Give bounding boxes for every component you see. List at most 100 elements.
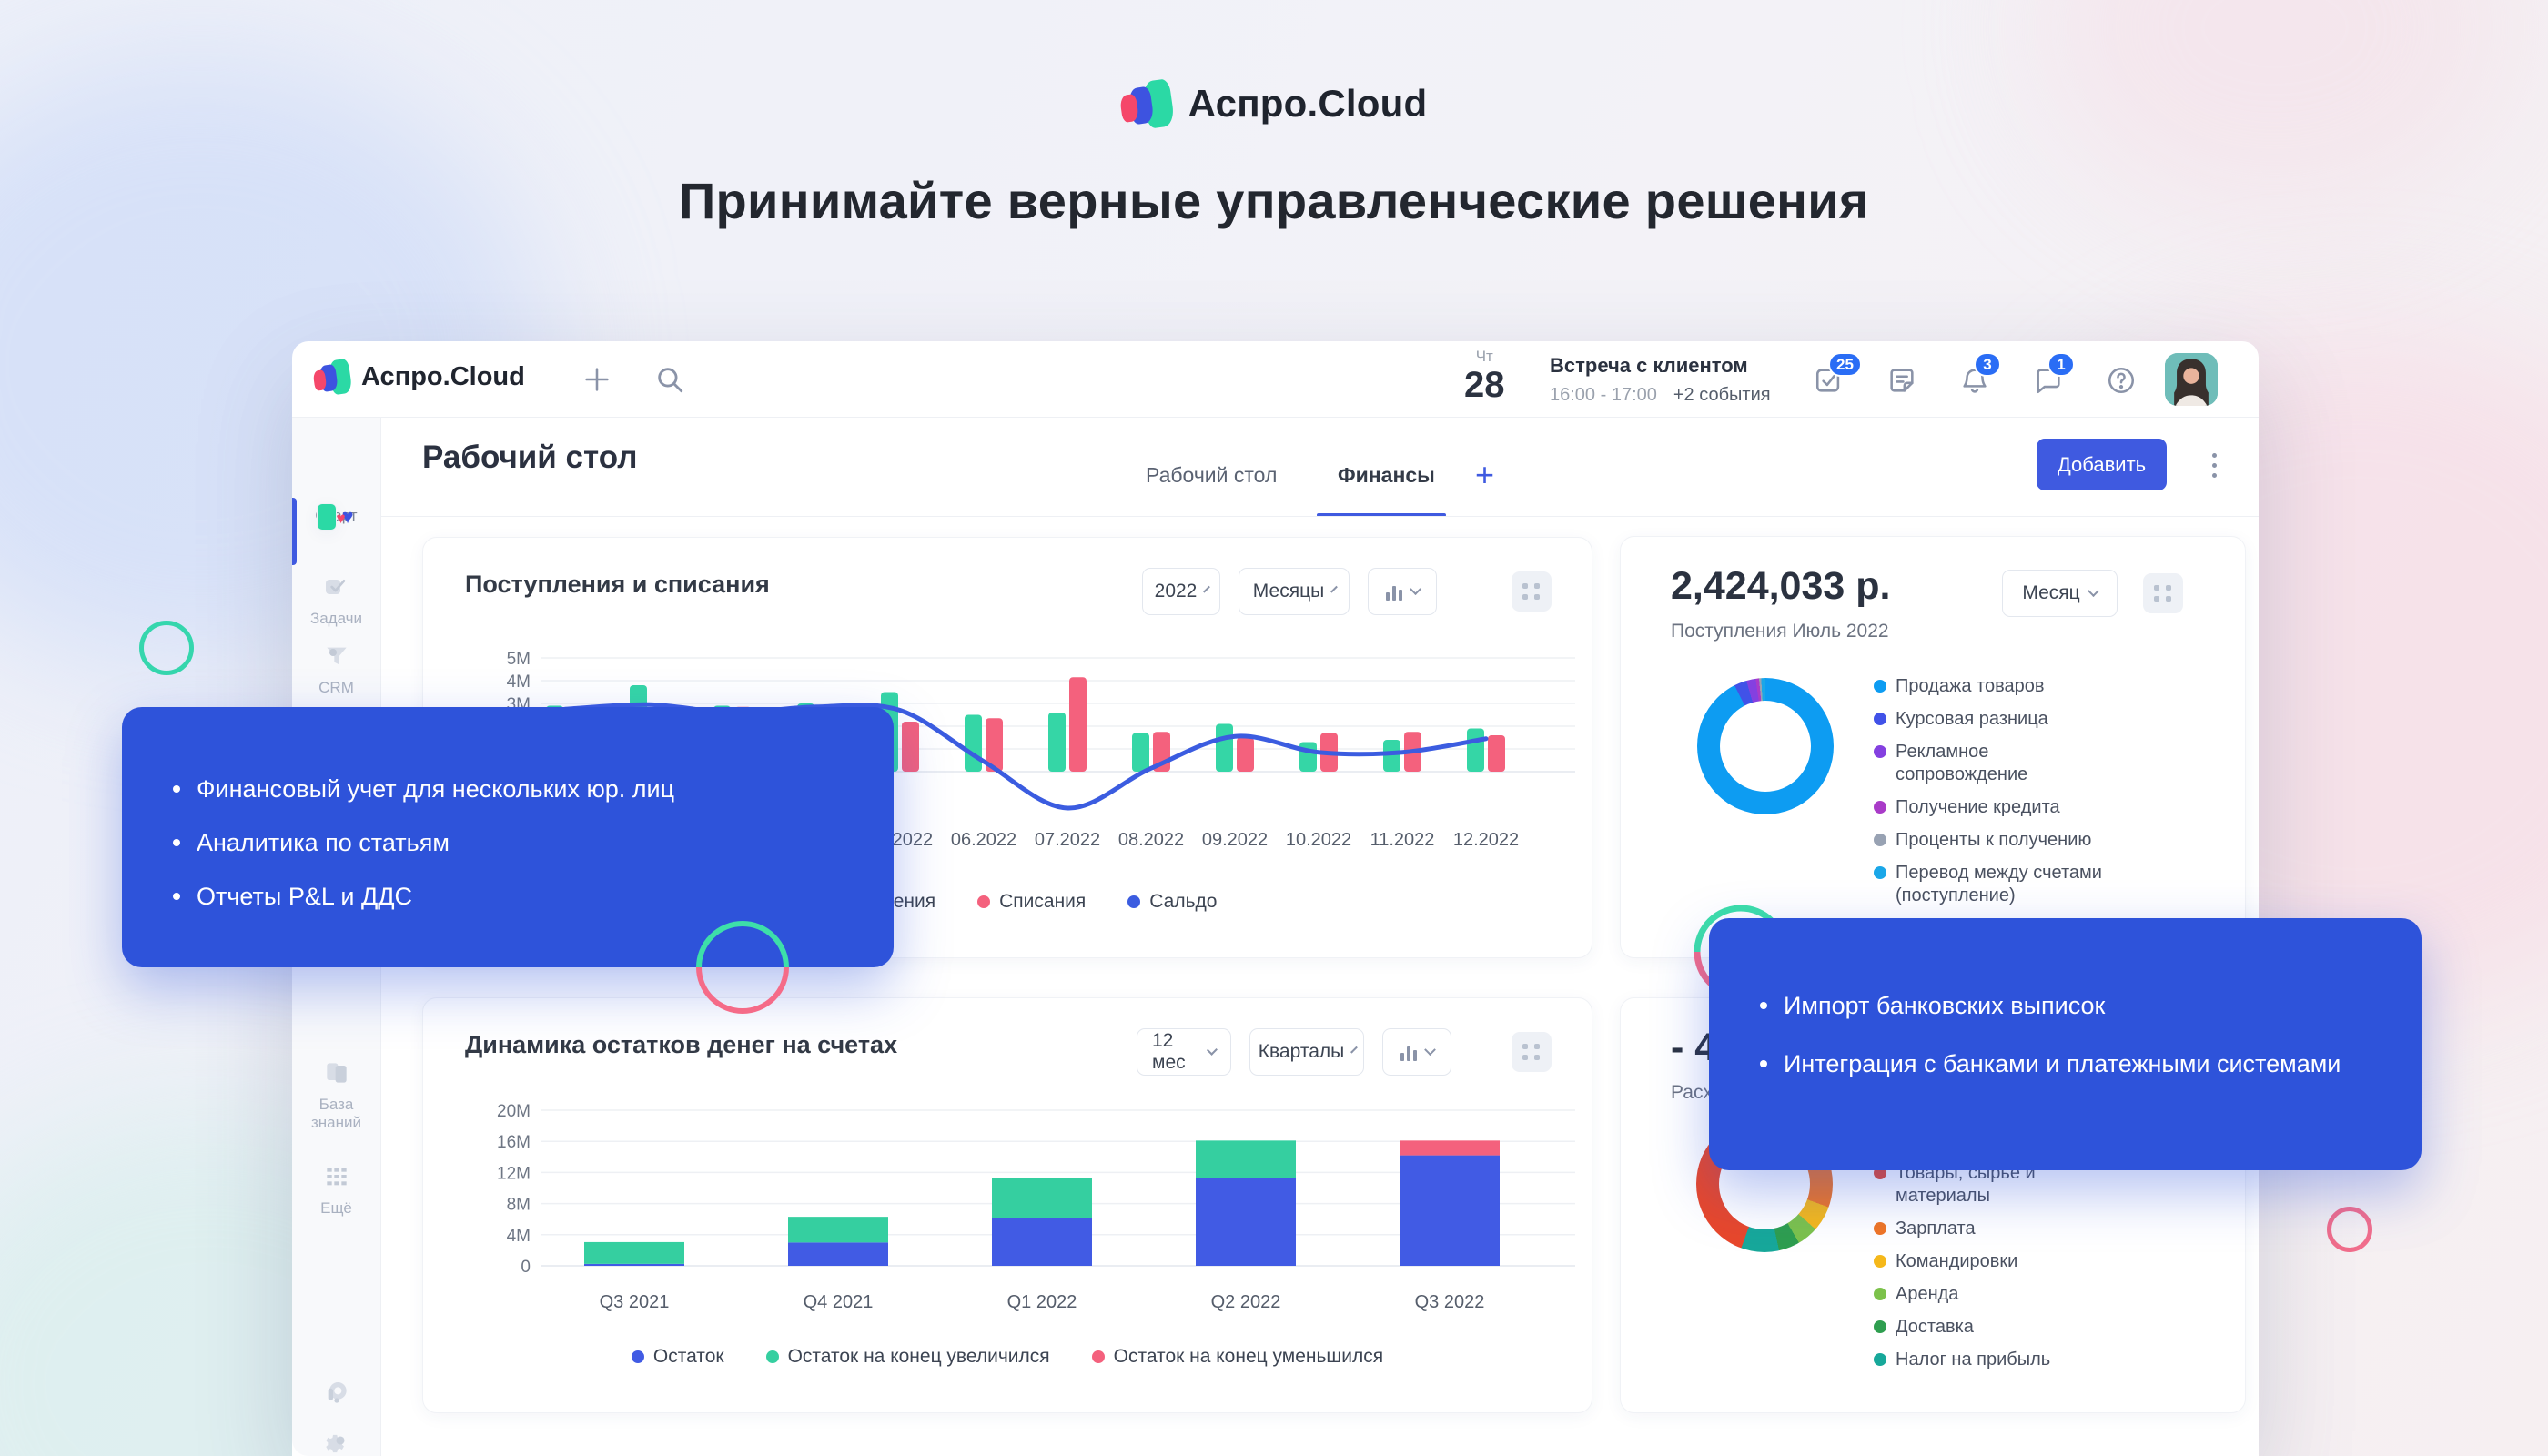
- svg-text:06.2022: 06.2022: [951, 830, 1016, 850]
- brand-name: Аспро.Cloud: [1188, 82, 1428, 125]
- legend-item: Проценты к получению: [1874, 829, 2114, 852]
- feature-bullet: Импорт банковских выписок: [1760, 989, 2342, 1022]
- crm-funnel-icon: [321, 647, 352, 674]
- app-topbar: Аспро.Cloud Чт 28 Встреча с клиентом 16:…: [292, 341, 2259, 418]
- gear-icon: [321, 1434, 352, 1456]
- help-icon[interactable]: [2106, 365, 2137, 396]
- feature-bullet: Аналитика по статьям: [173, 826, 674, 859]
- books-icon: [321, 1063, 352, 1091]
- legend-item: Остаток: [631, 1346, 724, 1368]
- drag-handle[interactable]: [1512, 1032, 1552, 1072]
- chevron-down-icon: [2087, 584, 2099, 597]
- period-dropdown[interactable]: Месяцы: [1239, 568, 1350, 615]
- feature-bullet: Интеграция с банками и платежными систем…: [1760, 1047, 2342, 1080]
- svg-text:16M: 16M: [497, 1133, 531, 1152]
- legend-item: Остаток на конец увеличился: [765, 1346, 1050, 1368]
- notifications-badge: 3: [1974, 352, 2001, 377]
- bar-chart-icon: [1400, 1043, 1417, 1061]
- sidebar-item-tasks[interactable]: Задачи: [292, 572, 380, 628]
- chevron-down-icon: [1203, 585, 1211, 593]
- svg-text:08.2022: 08.2022: [1118, 830, 1184, 850]
- feature-callout-left: Финансовый учет для нескольких юр. лиц А…: [122, 707, 894, 967]
- sidebar-item-crm[interactable]: CRM: [292, 642, 380, 697]
- add-tab-icon[interactable]: +: [1475, 456, 1495, 493]
- feature-bullet: Отчеты P&L и ДДС: [173, 880, 674, 913]
- bar-chart-icon: [1385, 582, 1402, 601]
- svg-text:Q2 2022: Q2 2022: [1211, 1292, 1281, 1312]
- svg-text:12M: 12M: [497, 1164, 531, 1183]
- legend-item: Аренда: [1874, 1283, 2114, 1306]
- notes-icon[interactable]: [1886, 365, 1917, 396]
- svg-text:Q4 2021: Q4 2021: [804, 1292, 874, 1312]
- sidebar-item-knowledge-base[interactable]: База знаний: [292, 1058, 380, 1132]
- svg-text:07.2022: 07.2022: [1035, 830, 1100, 850]
- chat-icon[interactable]: 1: [2033, 352, 2075, 396]
- svg-text:Q3 2022: Q3 2022: [1415, 1292, 1485, 1312]
- feature-bullet: Финансовый учет для нескольких юр. лиц: [173, 773, 674, 805]
- svg-text:0: 0: [521, 1258, 531, 1277]
- active-tab-underline: [1317, 513, 1446, 517]
- svg-text:12.2022: 12.2022: [1453, 830, 1519, 850]
- legend-item: Продажа товаров: [1874, 675, 2114, 698]
- chevron-down-icon: [1423, 1043, 1436, 1056]
- page-headline: Принимайте верные управленческие решения: [678, 172, 1870, 229]
- legend-item: Курсовая разница: [1874, 708, 2114, 731]
- grid-dots-icon: [321, 1168, 352, 1195]
- add-button[interactable]: Добавить: [2037, 439, 2167, 490]
- svg-text:09.2022: 09.2022: [1202, 830, 1268, 850]
- period-dropdown[interactable]: Месяц: [2002, 570, 2118, 617]
- quick-add-icon[interactable]: [581, 364, 612, 395]
- aspro-logo-icon: [1118, 78, 1176, 129]
- decor-ring-teal: [139, 621, 194, 675]
- chart-type-dropdown[interactable]: [1382, 1028, 1451, 1076]
- page-title: Рабочий стол: [422, 440, 638, 475]
- header-divider: [381, 516, 2259, 517]
- tab-dashboard[interactable]: Рабочий стол: [1146, 463, 1278, 487]
- chevron-down-icon: [1330, 585, 1339, 593]
- legend-item: Перевод между счетами (поступление): [1874, 862, 2114, 907]
- tasks-icon[interactable]: 25: [1814, 352, 1862, 396]
- sidebar-item-support[interactable]: [292, 1379, 380, 1412]
- svg-text:4M: 4M: [507, 672, 531, 692]
- balance-legend: Остаток Остаток на конец увеличился Остато…: [423, 1346, 1592, 1368]
- legend-item: Списания: [977, 891, 1086, 913]
- card-title: Поступления и списания: [465, 571, 770, 598]
- decor-ring-pink: [2327, 1207, 2372, 1252]
- sidebar-item-start[interactable]: ♥♥ Старт: [292, 503, 380, 531]
- user-avatar[interactable]: [2165, 353, 2218, 406]
- sidebar-item-settings[interactable]: [292, 1430, 380, 1456]
- expense-amount: - 4: [1671, 1026, 1717, 1069]
- messages-badge: 1: [2048, 352, 2075, 377]
- active-item-indicator: [292, 498, 297, 565]
- event-title: Встреча с клиентом: [1550, 354, 1748, 377]
- income-subtitle: Поступления Июль 2022: [1671, 621, 1889, 642]
- legend-item: Сальдо: [1127, 891, 1218, 913]
- svg-text:10.2022: 10.2022: [1286, 830, 1351, 850]
- year-dropdown[interactable]: 2022: [1142, 568, 1220, 615]
- bell-icon[interactable]: 3: [1959, 352, 2001, 396]
- legend-item: Рекламное сопровождение: [1874, 741, 2114, 786]
- sidebar-item-more[interactable]: Ещё: [292, 1162, 380, 1218]
- tab-finances[interactable]: Финансы: [1338, 463, 1435, 487]
- svg-text:8M: 8M: [507, 1196, 531, 1215]
- range-dropdown[interactable]: 12 мес: [1137, 1028, 1231, 1076]
- decor-ring-split: [696, 921, 789, 1014]
- svg-text:Q3 2021: Q3 2021: [600, 1292, 670, 1312]
- drag-handle[interactable]: [2143, 573, 2183, 613]
- drag-handle[interactable]: [1512, 571, 1552, 612]
- svg-text:5M: 5M: [507, 650, 531, 669]
- brand-header: Аспро.Cloud: [0, 78, 2548, 129]
- chart-type-dropdown[interactable]: [1368, 568, 1437, 615]
- app-logo[interactable]: Аспро.Cloud: [312, 358, 525, 396]
- period-dropdown[interactable]: Кварталы: [1249, 1028, 1364, 1076]
- income-legend: Продажа товаров Курсовая разница Рекламное…: [1874, 675, 2114, 907]
- card-title: Динамика остатков денег на счетах: [465, 1031, 898, 1058]
- search-icon[interactable]: [654, 364, 685, 395]
- more-options-icon[interactable]: [2196, 447, 2232, 483]
- calendar-date[interactable]: Чт 28: [1464, 349, 1505, 406]
- legend-item: Налог на прибыль: [1874, 1349, 2114, 1371]
- event-widget[interactable]: Встреча с клиентом 16:00 - 17:00 +2 событ…: [1550, 354, 1771, 406]
- chevron-down-icon: [1409, 582, 1421, 595]
- tasks-check-icon: [321, 580, 352, 605]
